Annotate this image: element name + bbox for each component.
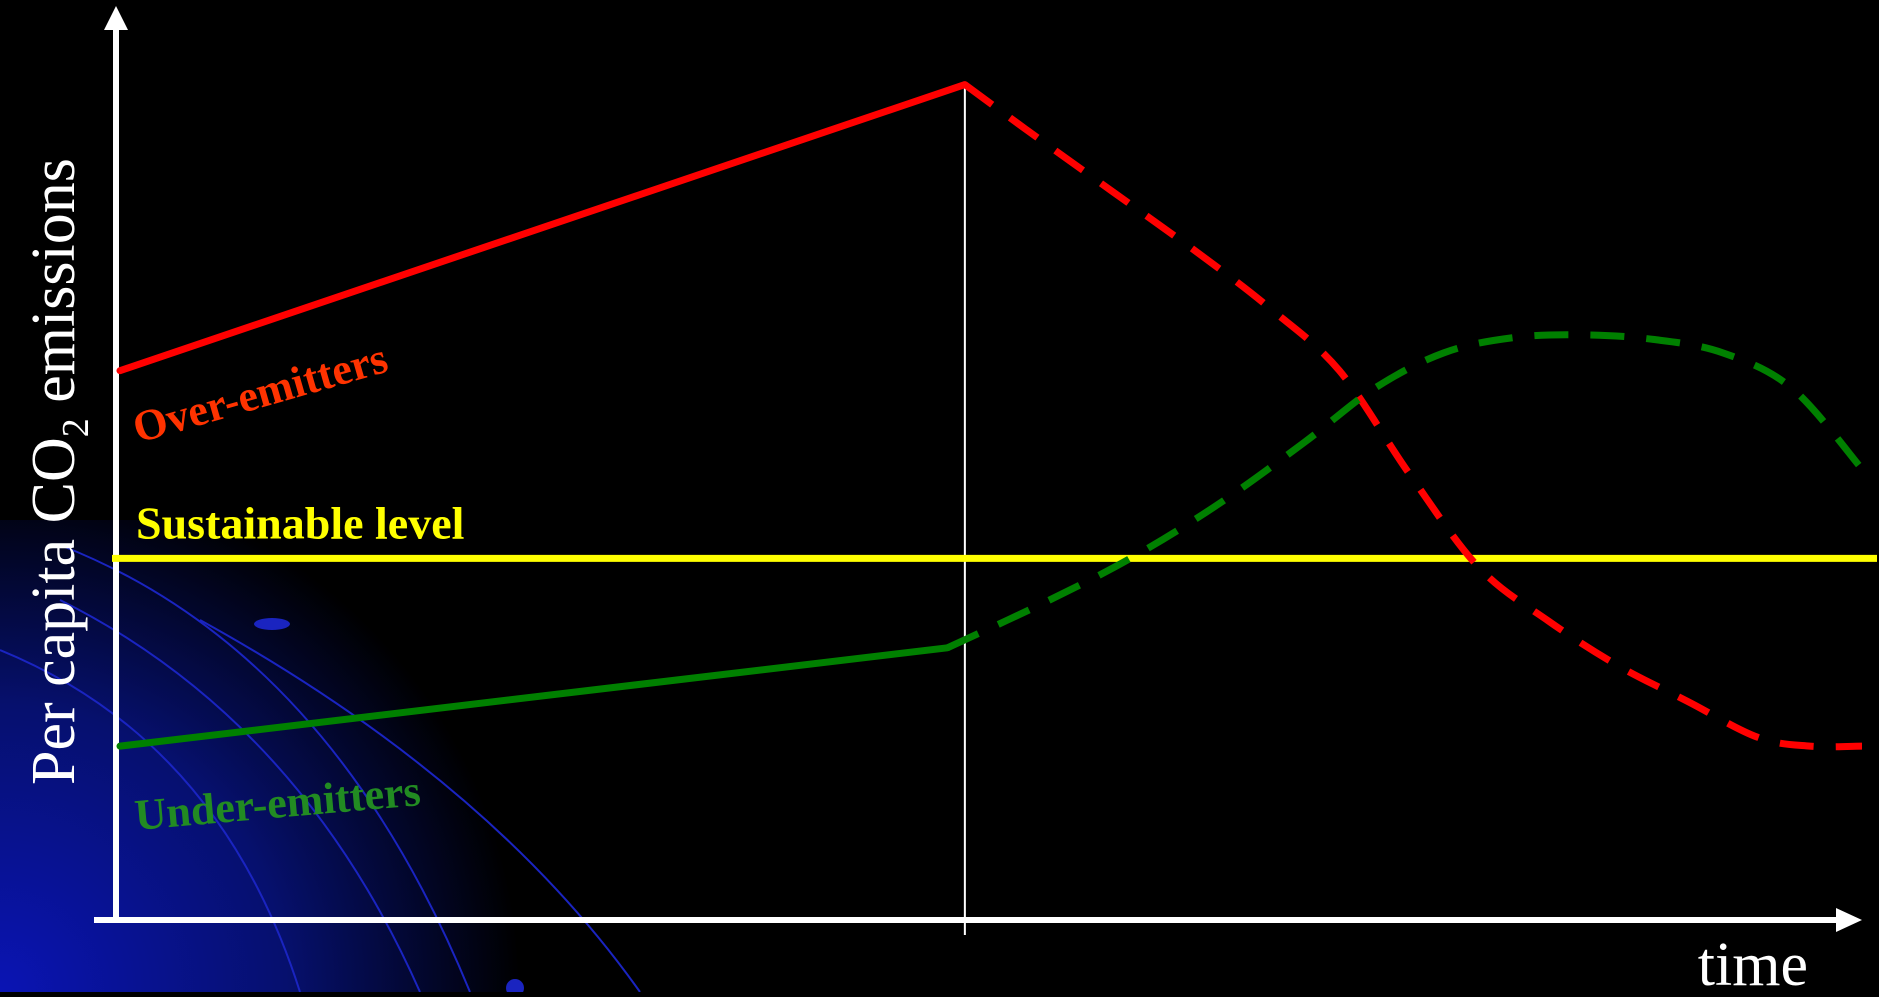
over-emitters-projected-line [962, 81, 1863, 751]
globe-decoration [0, 520, 641, 997]
over-emitters-observed-line [116, 81, 969, 375]
axes [94, 6, 1862, 932]
under-emitters-projected-line [945, 331, 1865, 651]
y-axis-label-suffix: emissions [20, 158, 88, 418]
under-emitters-observed-line [116, 644, 951, 750]
x-axis-label: time [1698, 931, 1808, 992]
y-axis-label-prefix: Per capita CO [20, 437, 88, 785]
y-axis-arrow [104, 6, 128, 30]
x-axis-arrow [1836, 908, 1862, 932]
sustainable-level-label: Sustainable level [136, 497, 464, 548]
y-axis-label: Per capita CO2 emissions [20, 158, 97, 785]
y-axis-label-subscript: 2 [55, 418, 97, 437]
